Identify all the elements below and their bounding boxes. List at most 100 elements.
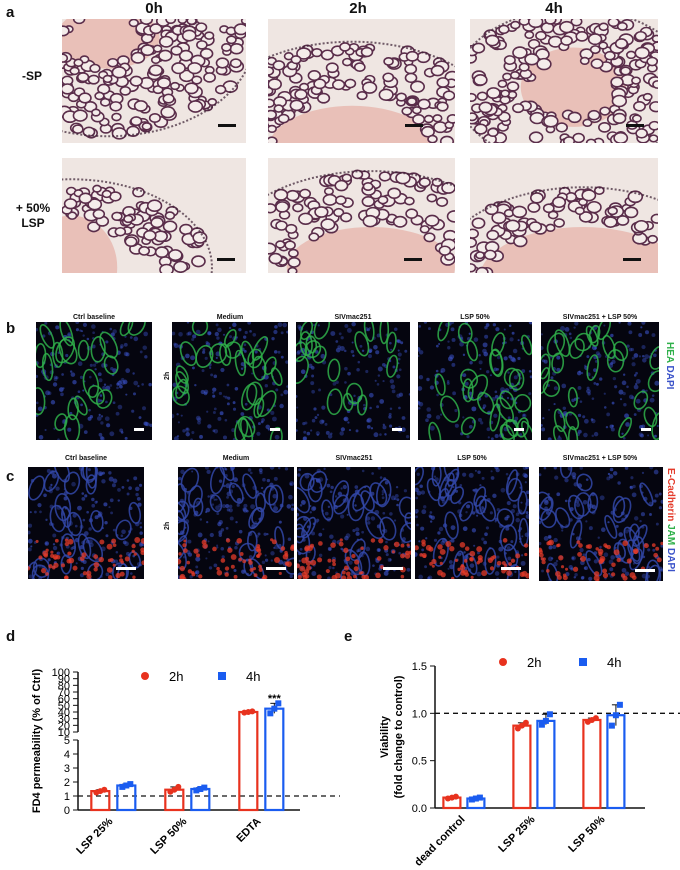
data-point (468, 796, 475, 803)
he-crypt (285, 223, 298, 234)
dapi-nucleus (384, 433, 387, 436)
crypt-stain (263, 356, 277, 376)
dapi-nucleus (296, 350, 301, 354)
dapi-nucleus (38, 434, 44, 440)
crypt-stain (268, 484, 284, 513)
ecad-signal (140, 550, 144, 556)
dapi-nucleus (225, 526, 229, 530)
he-crypt (181, 29, 197, 42)
crypt-stain (332, 480, 350, 508)
dapi-nucleus (257, 422, 261, 426)
dapi-nucleus (429, 515, 433, 519)
ecad-signal (431, 558, 437, 565)
dapi-nucleus (556, 492, 561, 497)
dapi-nucleus (446, 380, 450, 383)
he-crypt (485, 34, 500, 47)
he-crypt (574, 206, 585, 216)
ecad-signal (361, 574, 366, 579)
crypt-stain (54, 413, 68, 432)
dapi-nucleus (202, 348, 206, 352)
he-crypt (130, 116, 143, 127)
dapi-nucleus (590, 418, 594, 421)
dapi-nucleus (653, 469, 659, 475)
dapi-nucleus (617, 481, 621, 485)
ecad-signal (72, 565, 78, 571)
dapi-nucleus (571, 472, 577, 478)
dapi-nucleus (553, 537, 558, 543)
dapi-nucleus (609, 467, 614, 472)
dapi-nucleus (199, 518, 203, 521)
dapi-nucleus (339, 345, 345, 351)
he-crypt (298, 212, 314, 226)
ecad-signal (67, 551, 72, 556)
dapi-nucleus (36, 374, 39, 378)
data-point (123, 782, 130, 789)
he-crypt (275, 201, 290, 213)
dapi-nucleus (465, 511, 468, 514)
dapi-nucleus (298, 559, 301, 563)
ecad-signal (98, 556, 104, 563)
crypt-stain (437, 322, 450, 342)
he-crypt (353, 62, 366, 73)
panel-b-title-siv-lsp: SIVmac251 + LSP 50% (562, 314, 638, 321)
he-crypt (560, 35, 573, 46)
dapi-nucleus (508, 324, 512, 327)
bar-4h (606, 714, 626, 810)
dapi-nucleus (469, 391, 473, 395)
if-tissue-texture (36, 322, 152, 440)
he-crypt (518, 62, 530, 72)
dapi-nucleus (28, 574, 33, 579)
dapi-nucleus (55, 325, 60, 330)
he-crypt (143, 229, 157, 241)
ecad-signal (353, 574, 357, 579)
dapi-nucleus (603, 552, 609, 558)
crypt-stain (466, 340, 479, 362)
scale-bar (134, 428, 144, 431)
crypt-stain (476, 391, 495, 415)
he-crypt (536, 57, 552, 71)
x-tick-label: LSP 25% (74, 815, 115, 856)
he-crypt (277, 113, 290, 124)
ecad-signal (255, 546, 261, 552)
dapi-nucleus (218, 533, 222, 537)
dapi-nucleus (115, 551, 119, 554)
dapi-nucleus (635, 382, 638, 386)
he-crypt (62, 25, 70, 37)
dapi-nucleus (343, 416, 349, 422)
dapi-nucleus (603, 324, 606, 327)
data-point (275, 700, 282, 707)
he-crypt (162, 220, 178, 233)
he-crypt (325, 62, 339, 74)
ecad-signal (643, 543, 649, 549)
dapi-nucleus (208, 550, 211, 554)
crypt-stain (588, 324, 601, 344)
dapi-nucleus (382, 423, 385, 426)
dapi-nucleus (580, 371, 584, 375)
dapi-nucleus (70, 372, 76, 377)
dapi-nucleus (447, 567, 450, 570)
ecad-signal (249, 567, 254, 573)
dapi-nucleus (525, 490, 529, 495)
dapi-nucleus (37, 406, 43, 412)
dapi-nucleus (603, 406, 607, 409)
dapi-nucleus (466, 435, 470, 439)
dapi-nucleus (429, 520, 433, 523)
he-crypt (642, 92, 653, 102)
dapi-nucleus (117, 488, 121, 492)
crypt-stain (431, 467, 442, 487)
he-submucosa (62, 215, 118, 273)
crypt-stain (475, 495, 487, 515)
ecad-signal (257, 552, 262, 556)
crypt-stain (195, 344, 214, 369)
dapi-nucleus (396, 374, 401, 379)
dapi-nucleus (583, 418, 589, 424)
dapi-nucleus (356, 368, 360, 372)
he-crypt (124, 236, 138, 248)
dapi-nucleus (321, 419, 325, 424)
data-point (119, 783, 126, 790)
dapi-nucleus (541, 333, 543, 336)
dapi-nucleus (187, 492, 190, 495)
he-crypt (401, 106, 413, 116)
panel-label-a: a (6, 4, 15, 21)
dapi-nucleus (573, 576, 577, 579)
